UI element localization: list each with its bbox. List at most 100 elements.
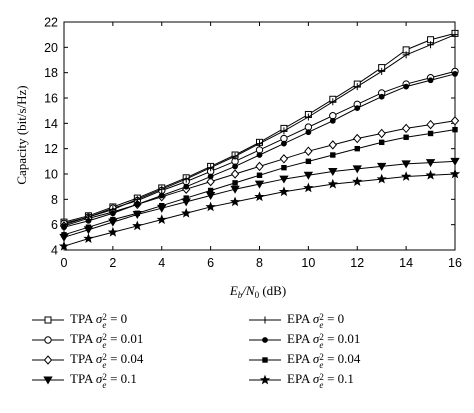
data-point [159,202,165,209]
data-point [378,93,385,100]
data-point [158,185,166,193]
data-point [254,191,265,202]
series-6 [61,126,458,238]
data-point [377,128,386,139]
data-point [109,210,116,217]
data-point [230,169,240,179]
y-tick-label: 10 [44,168,58,182]
x-tick-label: 4 [158,256,165,270]
data-point [58,240,70,251]
series-1 [60,67,459,228]
data-point [401,160,411,169]
y-tick-label: 14 [44,117,58,131]
data-point [327,178,338,189]
x-tick-label: 10 [301,256,315,270]
x-tick-label: 2 [109,256,116,270]
data-point [305,158,312,165]
data-point [427,77,434,84]
data-point [328,167,338,176]
data-point [452,126,458,133]
x-tick-label: 14 [399,256,413,270]
data-point [256,172,263,178]
data-point [352,165,362,174]
x-axis-label-sub2: 0 [255,290,260,300]
data-point [134,201,141,208]
data-point [329,117,336,124]
data-point [303,171,314,180]
data-point [255,161,264,172]
data-point [425,159,436,168]
y-tick-label: 12 [44,142,58,156]
data-point [403,83,410,90]
data-point [281,140,287,147]
data-point [279,154,289,164]
data-point [450,116,460,126]
data-point [278,186,290,197]
data-point [304,113,312,121]
data-point [158,192,165,199]
plot-frame [63,21,456,251]
x-tick-label: 0 [61,256,68,270]
data-point [279,175,289,184]
data-point [400,171,412,181]
data-point [83,233,94,243]
data-point [450,157,460,166]
data-point [183,183,190,190]
data-point [231,152,239,160]
data-point [61,232,67,238]
data-point [303,182,314,193]
data-point [232,163,238,170]
data-point [110,216,116,223]
data-point [132,220,143,231]
data-point [352,176,363,186]
data-point [353,133,362,144]
data-point [427,41,435,49]
data-point [304,146,313,156]
data-point [426,119,435,130]
series-7 [58,168,461,251]
y-tick-label: 18 [44,66,58,80]
x-axis-label-slash: /N [241,283,256,298]
x-tick-label: 16 [448,256,462,270]
y-tick-label: 6 [51,218,58,232]
plot-area: 0 2 4 6 8 10 12 14 16 4 6 8 10 12 14 16 18 20 22 [44,16,462,271]
data-point [281,164,287,171]
data-point [305,129,312,136]
y-tick-label: 16 [44,92,58,106]
data-point [449,168,461,179]
data-point [427,130,434,137]
data-point [328,140,337,150]
data-point [329,98,337,106]
x-axis-label-main: E [229,283,238,298]
data-point [401,123,411,134]
data-point [403,134,409,140]
data-point [254,180,265,189]
data-point [376,173,387,184]
data-point [85,217,92,224]
data-point [402,51,410,59]
data-point [85,224,92,230]
x-axis-label: Eb/N0 (dB) [229,283,286,300]
data-point [232,180,238,186]
series-5 [61,71,458,231]
data-point [107,226,119,237]
y-tick-label: 22 [44,16,58,30]
x-axis-label-unit: (dB) [259,283,286,298]
data-point [207,173,214,180]
y-tick-label: 4 [51,244,58,258]
data-point [134,210,141,216]
data-point [182,175,190,183]
data-point [377,162,387,171]
data-point [353,83,361,91]
data-point [181,207,192,218]
data-point [425,169,436,180]
data-point [206,176,215,187]
data-point [183,195,189,201]
data-point [207,164,215,172]
x-tick-label: 8 [256,256,263,270]
data-point [330,152,336,158]
data-point [256,152,263,158]
data-point [378,67,386,75]
data-point [280,127,288,135]
